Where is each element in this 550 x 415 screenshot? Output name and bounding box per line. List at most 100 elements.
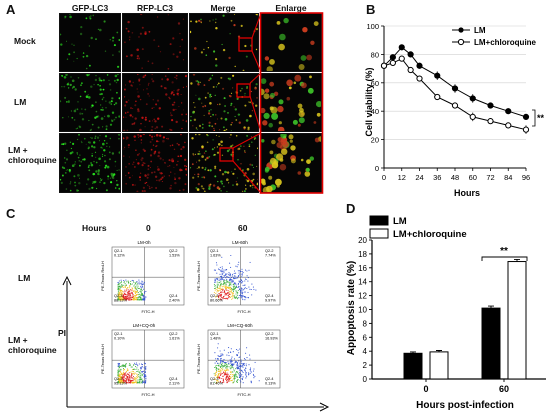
flow-quadrant-percent: 1.53%: [169, 254, 180, 258]
viability-x-tick-label: 24: [415, 173, 423, 182]
apoptosis-error-bar: [514, 259, 520, 262]
viability-line-chart: 0 20 40 60 80 100 0 12 24 36 48 60 72 84 96 Hours Cell…: [364, 22, 545, 198]
apoptosis-bar-lm: [403, 352, 423, 380]
viability-point-lm: [469, 95, 476, 102]
flow-x-label: FITC-H: [237, 309, 250, 314]
viability-point-lm-chloroquine: [505, 122, 512, 129]
apoptosis-y-tick-label: 6: [363, 333, 368, 342]
time-point-60: 60: [238, 223, 248, 233]
viability-point-lm-chloroquine: [407, 66, 414, 74]
apoptosis-y-tick-label: 12: [358, 292, 367, 301]
flow-plot-lm-cq-0h: LM+CQ-0h Q2-10.10% Q2-21.61% Q2-395.13% Q2-4…: [100, 323, 185, 397]
apoptosis-significance: **: [481, 246, 528, 261]
legend-label-lm-chloroquine: LM+chloroquine: [393, 229, 467, 240]
viability-point-lm: [451, 85, 459, 92]
micro-image-lm-merge: [189, 73, 259, 132]
micro-image-mock-gfp: [59, 13, 121, 72]
viability-y-tick-label: 100: [366, 22, 379, 31]
viability-y-tick-label: 40: [371, 107, 379, 116]
micro-image-lm-chloroquine-enlarge: [260, 133, 322, 193]
legend-label-lm-chloroquine: LM+chloroquine: [474, 38, 537, 47]
apoptosis-bar-lm-chloroquine: [507, 261, 527, 380]
viability-x-tick-label: 84: [504, 173, 512, 182]
flow-x-label: FITC-H: [141, 309, 154, 314]
flow-y-label: PE-Texas Red-H: [196, 261, 201, 291]
flow-row-label-lm: LM: [18, 273, 31, 283]
legend-label-lm: LM: [474, 26, 486, 35]
flow-quadrant-percent: 0.10%: [114, 337, 125, 341]
flow-quadrant-percent: 16.93%: [265, 337, 279, 341]
viability-y-tick-label: 60: [371, 79, 379, 88]
viability-point-lm: [407, 51, 414, 58]
flow-quadrant-percent: 9.97%: [265, 299, 276, 303]
flow-axes-arrows: [62, 275, 330, 412]
micro-image-mock-rfp: [122, 13, 188, 72]
flow-quadrant-label: Q2-2: [169, 249, 177, 253]
flow-quadrant-label: Q2-1: [210, 332, 218, 336]
panel-label-b: B: [366, 2, 376, 17]
flow-y-label: PE-Texas Red-H: [100, 261, 105, 291]
viability-x-axis-label: Hours: [454, 188, 480, 198]
row-label-lm: LM: [14, 97, 27, 107]
apoptosis-legend: LM LM+chloroquine: [369, 215, 467, 240]
apoptosis-y-tick-label: 18: [358, 250, 367, 259]
flow-quadrant-label: Q2-1: [114, 332, 122, 336]
flow-plot-lm-60h: LM-60h Q2-11.63% Q2-27.74% Q2-380.66% Q2-49.…: [196, 240, 281, 314]
flow-quadrant-label: Q2-4: [265, 377, 273, 381]
flow-plot-title: LM+CQ-60h: [227, 323, 253, 328]
flow-quadrant-percent: 1.48%: [210, 337, 221, 341]
apoptosis-bar-lm: [481, 307, 501, 380]
viability-point-lm: [398, 44, 405, 51]
flow-row-label-lm-chloroquine: LM + chloroquine: [8, 335, 57, 355]
viability-x-tick-label: 0: [382, 173, 386, 182]
apoptosis-y-tick-label: 2: [363, 361, 368, 370]
viability-point-lm-chloroquine: [380, 62, 388, 69]
apoptosis-error-bar: [410, 351, 416, 354]
flow-quadrant-percent: 81.46%: [210, 382, 224, 386]
hours-label: Hours: [82, 223, 107, 233]
flow-y-axis-label: PI: [58, 328, 67, 338]
viability-point-lm-chloroquine: [451, 102, 459, 109]
flow-quadrant-label: Q2-4: [169, 294, 177, 298]
viability-y-tick-label: 0: [375, 164, 379, 173]
viability-point-lm: [505, 108, 512, 115]
flow-quadrant-label: Q2-2: [169, 332, 177, 336]
viability-point-lm-chloroquine: [398, 55, 405, 62]
flow-quadrant-percent: 7.74%: [265, 254, 276, 258]
viability-point-lm-chloroquine: [389, 59, 396, 67]
viability-x-tick-label: 60: [469, 173, 477, 182]
legend-marker-lm: [458, 27, 464, 33]
viability-point-lm: [522, 113, 530, 120]
viability-y-tick-label: 20: [371, 136, 379, 145]
flow-quadrant-label: Q2-2: [265, 332, 273, 336]
flow-quadrant-percent: 2.40%: [169, 299, 180, 303]
viability-point-lm-chloroquine: [434, 93, 441, 101]
flow-plot-title: LM-60h: [232, 240, 248, 245]
col-header-enlarge: Enlarge: [275, 3, 307, 13]
viability-point-lm: [487, 102, 494, 109]
apoptosis-y-tick-label: 14: [358, 278, 367, 287]
legend-swatch-lm-chloroquine: [369, 228, 389, 239]
viability-significance: **: [532, 109, 545, 127]
viability-x-tick-label: 36: [433, 173, 441, 182]
apoptosis-x-tick-label: 60: [499, 384, 509, 394]
flow-quadrant-percent: 80.66%: [210, 299, 224, 303]
viability-y-axis-label: Cell viability (%): [364, 67, 374, 136]
flow-quadrant-label: Q2-4: [169, 377, 177, 381]
viability-point-lm-chloroquine: [522, 126, 530, 133]
flow-quadrant-percent: 1.61%: [169, 337, 180, 341]
flow-quadrant-label: Q2-2: [265, 249, 273, 253]
apoptosis-error-bar: [436, 350, 442, 352]
viability-point-lm: [434, 72, 441, 79]
row-label-mock: Mock: [14, 36, 36, 46]
flow-quadrant-label: Q2-1: [114, 249, 122, 253]
legend-label-lm: LM: [393, 216, 407, 227]
flow-quadrant-percent: 2.11%: [169, 382, 180, 386]
legend-swatch-lm: [369, 215, 389, 226]
flow-quadrant-label: Q2-3: [114, 294, 122, 298]
apoptosis-y-tick-label: 20: [358, 236, 367, 245]
apoptosis-y-tick-label: 8: [363, 319, 368, 328]
flow-quadrant-label: Q2-1: [210, 249, 218, 253]
viability-point-lm-chloroquine: [469, 113, 476, 120]
